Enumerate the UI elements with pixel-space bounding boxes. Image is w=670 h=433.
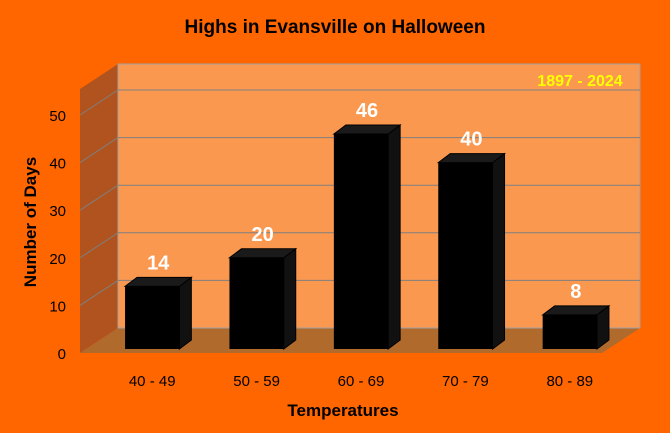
bar-top <box>541 305 611 316</box>
gridline-side <box>79 184 119 211</box>
y-tick-label: 40 <box>49 156 66 173</box>
bar-50-59 <box>227 247 298 350</box>
bar-value-label: 40 <box>460 129 482 151</box>
bar-side <box>283 247 297 350</box>
bar <box>438 162 493 349</box>
bar-top <box>436 153 507 164</box>
bar-labels: 14 20 46 40 8 <box>147 100 581 303</box>
gridline-side <box>79 232 119 259</box>
y-tick-label: 10 <box>49 298 66 315</box>
bar <box>125 286 180 349</box>
bar-value-label: 46 <box>356 100 378 122</box>
x-tick-label: 80 - 89 <box>546 373 593 390</box>
chart-side-wall <box>80 64 118 353</box>
bar-40-49 <box>123 276 193 350</box>
bar-top <box>227 248 298 259</box>
gridline-side <box>79 279 119 306</box>
bars <box>123 124 611 350</box>
x-tick-label: 40 - 49 <box>129 373 176 390</box>
bar-side <box>492 152 506 350</box>
x-tick-labels: 40 - 49 50 - 59 60 - 69 70 - 79 80 - 89 <box>129 373 593 390</box>
y-axis-label: Number of Days <box>21 157 40 287</box>
gridline-side <box>79 89 119 116</box>
bar-top <box>123 276 193 287</box>
y-tick-label: 50 <box>49 108 66 125</box>
bar-side <box>178 276 192 350</box>
x-tick-label: 50 - 59 <box>233 373 280 390</box>
y-tick-label: 0 <box>58 346 66 363</box>
chart-annotation: 1897 - 2024 <box>537 73 623 90</box>
bar-value-label: 8 <box>570 281 581 303</box>
x-tick-label: 70 - 79 <box>442 373 489 390</box>
bar-value-label: 20 <box>251 224 273 246</box>
bar-side <box>387 124 401 350</box>
x-axis-label: Temperatures <box>287 401 398 420</box>
bar <box>229 257 284 349</box>
bar <box>333 134 389 349</box>
gridline-side <box>79 137 119 164</box>
y-tick-labels: 0 10 20 30 40 50 <box>49 108 66 363</box>
bar-80-89 <box>541 304 611 350</box>
chart-title: Highs in Evansville on Halloween <box>185 17 486 38</box>
y-tick-label: 30 <box>49 203 66 220</box>
bar-60-69 <box>332 124 402 350</box>
y-tick-label: 20 <box>49 251 66 268</box>
bar-value-label: 14 <box>147 252 170 274</box>
bar-top <box>332 124 402 135</box>
x-tick-label: 60 - 69 <box>338 373 385 390</box>
bar <box>542 314 597 349</box>
bar-70-79 <box>436 152 507 350</box>
